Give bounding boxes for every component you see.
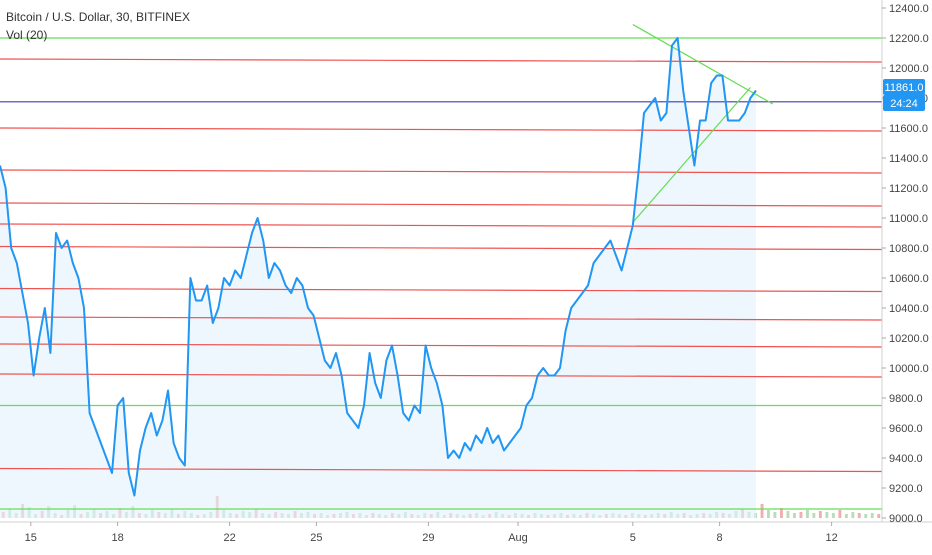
price-tick-label: 11200.0 xyxy=(889,183,928,195)
price-area xyxy=(0,38,756,518)
time-axis[interactable]: 15 18 22 25 29 Aug 5 8 12 xyxy=(25,522,838,544)
volume-bar xyxy=(799,512,803,518)
time-tick-label: 29 xyxy=(422,532,434,544)
volume-bar xyxy=(838,510,842,518)
volume-bar xyxy=(767,510,770,518)
volume-bar xyxy=(870,513,874,518)
resistance-line[interactable] xyxy=(0,245,883,251)
time-tick-label: 8 xyxy=(717,532,723,544)
volume-indicator-label: Vol (20) xyxy=(6,28,47,42)
price-badges: 11861.0 24:24 xyxy=(883,79,925,111)
time-tick-label: 18 xyxy=(111,532,123,544)
countdown-badge xyxy=(883,95,925,111)
price-tick-label: 10000.0 xyxy=(889,363,929,375)
volume-bar xyxy=(786,511,790,518)
horizontal-lines xyxy=(0,37,883,510)
volume-bar xyxy=(773,512,777,518)
volume-bar xyxy=(818,511,822,518)
volume-bar xyxy=(864,514,868,518)
resistance-line[interactable] xyxy=(0,223,883,228)
time-tick-label: 25 xyxy=(310,532,322,544)
price-tick-label: 9200.0 xyxy=(889,483,923,495)
resistance-line[interactable] xyxy=(0,343,883,348)
price-tick-label: 9000.0 xyxy=(889,513,923,525)
resistance-line[interactable] xyxy=(0,127,883,132)
volume-bar xyxy=(760,504,764,518)
resistance-line[interactable] xyxy=(0,287,883,293)
volume-bar xyxy=(831,513,835,518)
price-tick-label: 9400.0 xyxy=(889,453,923,465)
price-tick-label: 12200.0 xyxy=(889,33,929,45)
current-price-label: 11861.0 xyxy=(885,82,924,94)
price-tick-label: 12000.0 xyxy=(889,63,929,75)
triangle-upper-line[interactable] xyxy=(632,23,774,105)
volume-bar xyxy=(877,514,881,518)
price-tick-label: 10200.0 xyxy=(889,333,929,345)
volume-bar xyxy=(780,508,783,518)
price-tick-label: 10800.0 xyxy=(889,243,929,255)
volume-bar xyxy=(825,512,829,518)
volume-bar xyxy=(844,514,848,518)
resistance-line[interactable] xyxy=(0,58,883,63)
volume-bar xyxy=(857,513,861,518)
volume-bar xyxy=(812,513,816,518)
time-tick-label: 5 xyxy=(630,532,636,544)
price-tick-label: 9800.0 xyxy=(889,393,923,405)
time-tick-label: 15 xyxy=(25,532,37,544)
resistance-line[interactable] xyxy=(0,169,883,174)
chart-title: Bitcoin / U.S. Dollar, 30, BITFINEX xyxy=(6,10,190,24)
resistance-line[interactable] xyxy=(0,467,883,473)
price-tick-label: 12400.0 xyxy=(889,3,929,15)
volume-bar xyxy=(793,513,796,518)
price-area-fill xyxy=(0,38,756,518)
price-tick-label: 10600.0 xyxy=(889,273,929,285)
time-tick-label: 12 xyxy=(825,532,837,544)
countdown-label: 24:24 xyxy=(890,98,918,110)
price-tick-label: 11400.0 xyxy=(889,153,928,165)
price-tick-label: 10400.0 xyxy=(889,303,929,315)
price-line-group xyxy=(0,37,757,497)
time-tick-label: Aug xyxy=(508,532,528,544)
resistance-line[interactable] xyxy=(0,316,883,321)
volume-bar xyxy=(851,512,855,518)
triangle-lower-line[interactable] xyxy=(632,87,751,223)
price-tick-label: 11000.0 xyxy=(889,213,928,225)
price-tick-label: 9600.0 xyxy=(889,423,923,435)
time-tick-label: 22 xyxy=(223,532,235,544)
triangle-pattern xyxy=(632,23,774,223)
price-tick-label: 11600.0 xyxy=(889,123,928,135)
resistance-line[interactable] xyxy=(0,373,883,378)
resistance-line[interactable] xyxy=(0,202,883,207)
volume-bar xyxy=(806,510,809,518)
current-price-badge xyxy=(883,79,925,95)
price-line[interactable] xyxy=(0,37,757,497)
